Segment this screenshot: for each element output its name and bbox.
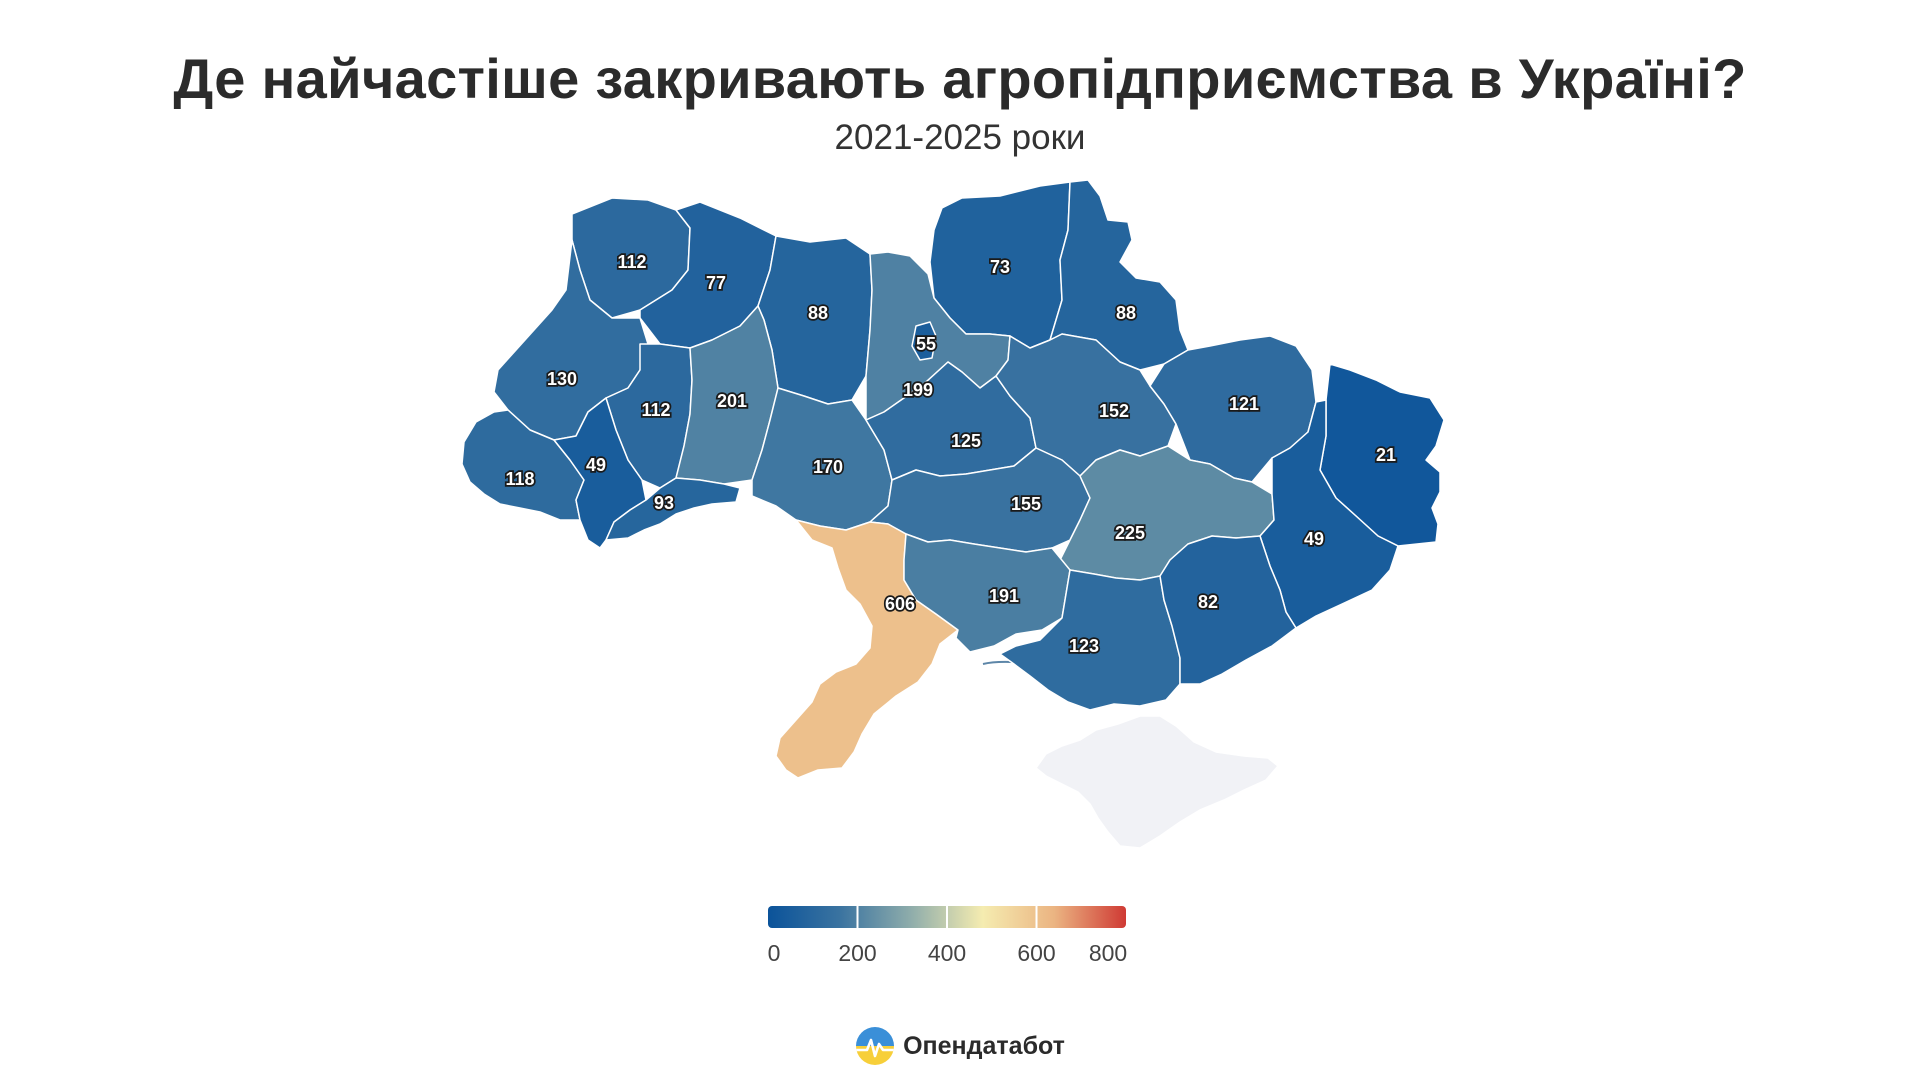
value-label-volyn: 112 — [617, 252, 646, 272]
value-label-vinnytsia: 170 — [813, 457, 843, 477]
region-mykolaiv[interactable] — [903, 533, 1071, 653]
region-zaporizhzhia[interactable] — [1159, 535, 1297, 685]
value-label-chernihiv: 73 — [990, 257, 1010, 277]
color-scale-legend: 0 200 400 600 800 — [768, 906, 1127, 966]
chart-title: Де найчастіше закривають агропідприємств… — [173, 47, 1747, 110]
value-label-kharkiv: 121 — [1229, 394, 1259, 414]
region-kherson[interactable] — [999, 569, 1181, 711]
value-label-chernivtsi: 93 — [654, 493, 674, 513]
chart-subtitle: 2021-2025 роки — [834, 118, 1086, 157]
value-label-sumy: 88 — [1116, 303, 1136, 323]
value-label-cherkasy: 125 — [951, 431, 981, 451]
brand: Опендатабот — [0, 1026, 1920, 1066]
value-label-poltava: 152 — [1099, 401, 1129, 421]
regions-layer — [461, 179, 1445, 849]
value-label-rivne: 77 — [706, 273, 726, 293]
value-label-mykolaiv: 191 — [989, 586, 1019, 606]
legend-tick-label: 800 — [1089, 940, 1127, 966]
brand-name: Опендатабот — [903, 1031, 1065, 1060]
value-labels-layer: 112 77 88 199 55 73 88 130 112 201 170 1… — [504, 250, 1398, 658]
region-sumy[interactable] — [1049, 179, 1189, 371]
legend-tick-label: 600 — [1017, 940, 1055, 966]
value-label-lviv: 130 — [547, 369, 577, 389]
value-label-dnipropetrovsk: 225 — [1115, 523, 1145, 543]
value-label-kherson: 123 — [1069, 636, 1099, 656]
value-label-luhansk: 21 — [1376, 445, 1396, 465]
value-label-zakarpattia: 118 — [505, 469, 534, 489]
region-chernivtsi[interactable] — [605, 477, 741, 541]
opendatabot-logo-icon — [856, 1027, 895, 1065]
region-kyiv-city[interactable] — [911, 321, 937, 361]
region-crimea[interactable] — [1035, 715, 1279, 849]
value-label-ivano-frankivsk: 49 — [586, 455, 606, 475]
value-label-odesa: 606 — [885, 594, 915, 614]
value-label-donetsk: 49 — [1304, 529, 1324, 549]
value-label-zhytomyr: 88 — [808, 303, 828, 323]
legend-tick-label: 400 — [928, 940, 966, 966]
value-label-kyiv-oblast: 199 — [903, 380, 933, 400]
value-label-kyiv-city: 55 — [916, 334, 936, 354]
value-label-ternopil: 112 — [641, 400, 670, 420]
legend-tick-label: 0 — [768, 940, 781, 966]
value-label-kirovohrad: 155 — [1011, 494, 1041, 514]
value-label-khmelnytskyi: 201 — [717, 391, 747, 411]
region-zakarpattia[interactable] — [461, 409, 585, 521]
value-label-zaporizhzhia: 82 — [1198, 592, 1218, 612]
legend-tick-label: 200 — [838, 940, 876, 966]
